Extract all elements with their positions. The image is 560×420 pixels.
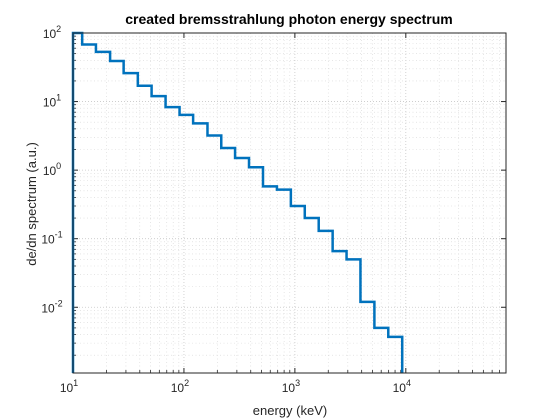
x-tick-label: 102 <box>171 378 189 395</box>
y-axis-label: de/dn spectrum (a.u.) <box>24 142 39 266</box>
plot-frame <box>72 32 507 374</box>
y-tick-label: 10-2 <box>41 298 62 315</box>
chart-title: created bremsstrahlung photon energy spe… <box>125 11 453 27</box>
x-axis-label: energy (keV) <box>253 403 327 418</box>
spectrum-series-line <box>71 31 404 373</box>
y-tick-label: 100 <box>43 161 61 178</box>
y-tick-label: 10-1 <box>41 230 62 247</box>
x-tick-label: 101 <box>60 378 78 395</box>
x-tick-labels: 101 102 103 104 <box>60 378 411 395</box>
y-tick-label: 101 <box>43 93 61 110</box>
y-tick-label: 102 <box>43 24 61 41</box>
x-tick-label: 103 <box>282 378 300 395</box>
y-tick-labels: 10-2 10-1 100 101 102 <box>41 24 62 315</box>
x-tick-label: 104 <box>393 378 411 395</box>
